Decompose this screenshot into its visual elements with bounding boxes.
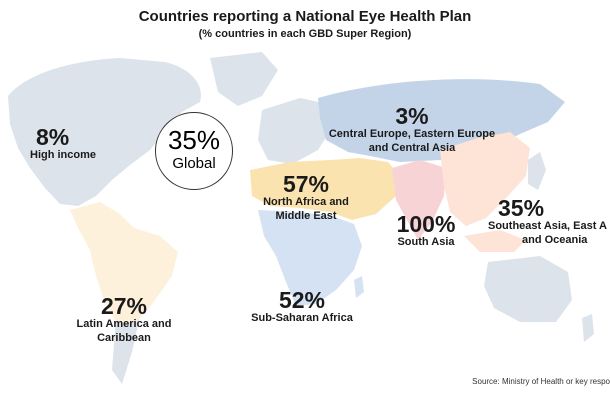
name-high-income: High income <box>30 149 97 162</box>
name-southeast-asia-line2: and Oceania <box>522 233 588 246</box>
region-high-income-new-zealand <box>582 314 594 342</box>
region-madagascar <box>354 276 364 298</box>
value-sub-saharan-africa: 52% <box>278 287 326 313</box>
global-value: 35% <box>167 125 221 155</box>
name-central-europe-asia-line2: and Central Asia <box>368 141 456 154</box>
label-central-europe-asia: 3% Central Europe, Eastern Europe and Ce… <box>318 104 506 156</box>
region-high-income-greenland <box>210 52 278 106</box>
region-high-income-south-america <box>112 316 140 384</box>
name-north-africa-middle-east-line1: North Africa and <box>263 196 349 209</box>
value-high-income: 8% <box>36 124 70 150</box>
value-central-europe-asia: 3% <box>395 103 429 129</box>
label-south-asia: 100% South Asia <box>386 212 466 250</box>
source-note: Source: Ministry of Health or key respo <box>472 377 610 386</box>
global-label: Global <box>172 155 216 172</box>
label-high-income: 8% High income <box>30 125 96 163</box>
chart-subtitle: (% countries in each GBD Super Region) <box>198 28 412 40</box>
name-latin-america-line2: Caribbean <box>97 331 151 344</box>
value-north-africa-middle-east: 57% <box>282 171 330 197</box>
region-south-asia <box>392 160 446 240</box>
region-southeast-east-asia <box>440 132 530 226</box>
region-sub-saharan-africa <box>258 210 362 306</box>
region-north-africa-middle-east <box>250 158 400 220</box>
value-south-asia: 100% <box>396 211 456 237</box>
name-south-asia: South Asia <box>397 236 455 249</box>
region-high-income-japan <box>528 152 546 190</box>
global-badge: 35% Global <box>155 112 233 190</box>
label-sub-saharan-africa: 52% Sub-Saharan Africa <box>240 288 364 326</box>
chart-title: Countries reporting a National Eye Healt… <box>138 8 472 25</box>
region-high-income-australia <box>484 256 572 322</box>
name-latin-america-line1: Latin America and <box>76 318 172 331</box>
value-southeast-asia: 35% <box>498 196 545 221</box>
name-north-africa-middle-east-line2: Middle East <box>275 209 337 222</box>
region-latin-america <box>70 202 178 322</box>
name-sub-saharan-africa: Sub-Saharan Africa <box>251 312 353 325</box>
region-high-income-north-america <box>8 58 201 206</box>
name-central-europe-asia-line1: Central Europe, Eastern Europe <box>328 128 496 141</box>
region-oceania-islands <box>464 230 526 252</box>
name-southeast-asia-line1: Southeast Asia, East A <box>488 220 607 233</box>
label-southeast-asia: 35% Southeast Asia, East A and Oceania <box>488 196 610 248</box>
value-latin-america: 27% <box>100 293 148 319</box>
label-latin-america: 27% Latin America and Caribbean <box>62 294 186 346</box>
region-high-income-europe <box>258 98 332 164</box>
label-north-africa-middle-east: 57% North Africa and Middle East <box>248 172 364 224</box>
